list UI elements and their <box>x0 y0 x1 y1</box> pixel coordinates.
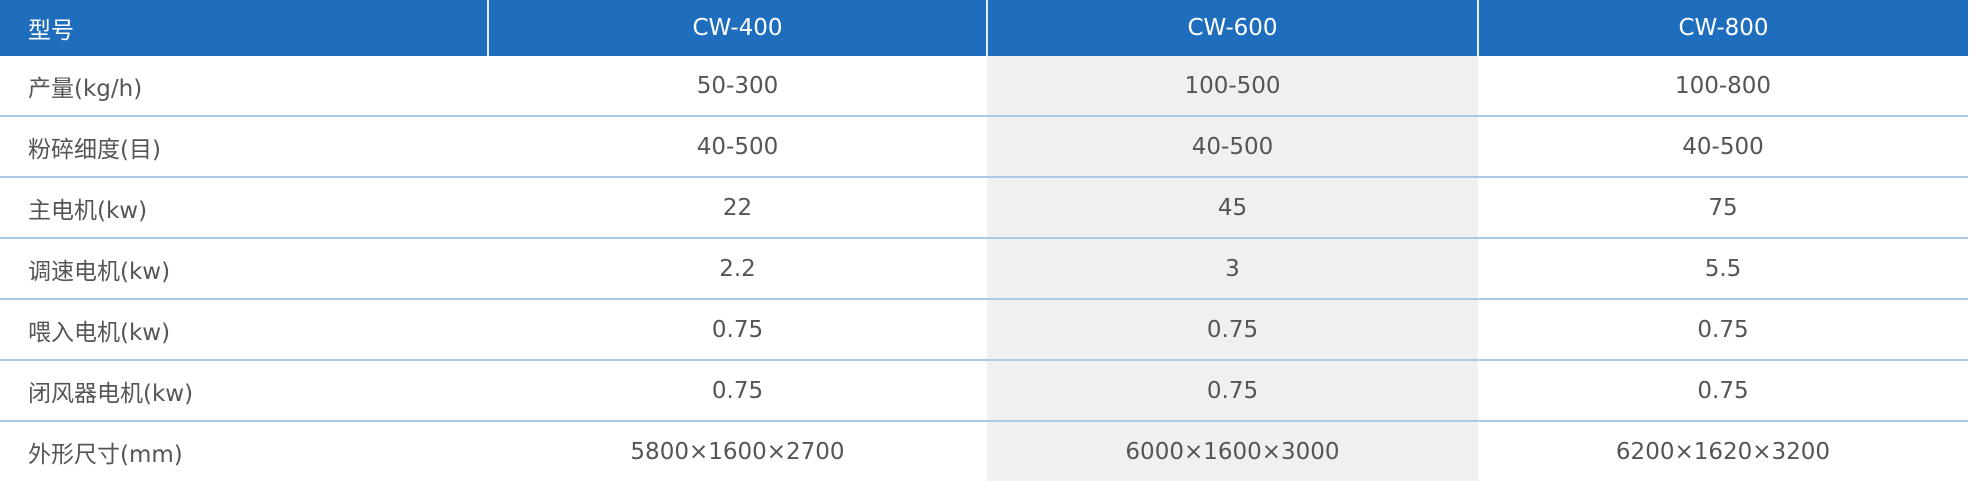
cell: 5800×1600×2700 <box>488 421 987 481</box>
row-label: 主电机(kw) <box>0 177 488 239</box>
row-label: 调速电机(kw) <box>0 238 488 300</box>
cell: 100-500 <box>987 56 1478 117</box>
row: 喂入电机(kw) 0.75 0.75 0.75 <box>0 299 1968 361</box>
cell: 0.75 <box>987 360 1478 422</box>
row-label: 外形尺寸(mm) <box>0 421 488 481</box>
cell: 40-500 <box>1478 116 1968 178</box>
cell: 2.2 <box>488 238 987 300</box>
cell: 22 <box>488 177 987 239</box>
cell: 3 <box>987 238 1478 300</box>
cell: 0.75 <box>488 299 987 361</box>
cell: 0.75 <box>987 299 1478 361</box>
cell: 6000×1600×3000 <box>987 421 1478 481</box>
cell: 0.75 <box>488 360 987 422</box>
table-body: 产量(kg/h) 50-300 100-500 100-800 粉碎细度(目) 40-50… <box>0 56 1968 481</box>
cell: 5.5 <box>1478 238 1968 300</box>
cell: 50-300 <box>488 56 987 117</box>
header-cell: 型号 <box>0 0 488 56</box>
row: 粉碎细度(目) 40-500 40-500 40-500 <box>0 116 1968 178</box>
row: 主电机(kw) 22 45 75 <box>0 177 1968 239</box>
header-cell: CW-400 <box>487 0 987 56</box>
cell: 40-500 <box>987 116 1478 178</box>
cell: 75 <box>1478 177 1968 239</box>
cell: 45 <box>987 177 1478 239</box>
header-cell: CW-600 <box>986 0 1478 56</box>
cell: 6200×1620×3200 <box>1478 421 1968 481</box>
header-cell: CW-800 <box>1477 0 1968 56</box>
cell: 100-800 <box>1478 56 1968 117</box>
row-label: 粉碎细度(目) <box>0 116 488 178</box>
cell: 40-500 <box>488 116 987 178</box>
row: 外形尺寸(mm) 5800×1600×2700 6000×1600×3000 6200… <box>0 421 1968 481</box>
row: 闭风器电机(kw) 0.75 0.75 0.75 <box>0 360 1968 422</box>
row-label: 产量(kg/h) <box>0 56 488 117</box>
cell: 0.75 <box>1478 299 1968 361</box>
cell: 0.75 <box>1478 360 1968 422</box>
row: 调速电机(kw) 2.2 3 5.5 <box>0 238 1968 300</box>
row: 产量(kg/h) 50-300 100-500 100-800 <box>0 56 1968 117</box>
header-row: 型号 CW-400 CW-600 CW-800 <box>0 0 1968 56</box>
row-label: 喂入电机(kw) <box>0 299 488 361</box>
row-label: 闭风器电机(kw) <box>0 360 488 422</box>
